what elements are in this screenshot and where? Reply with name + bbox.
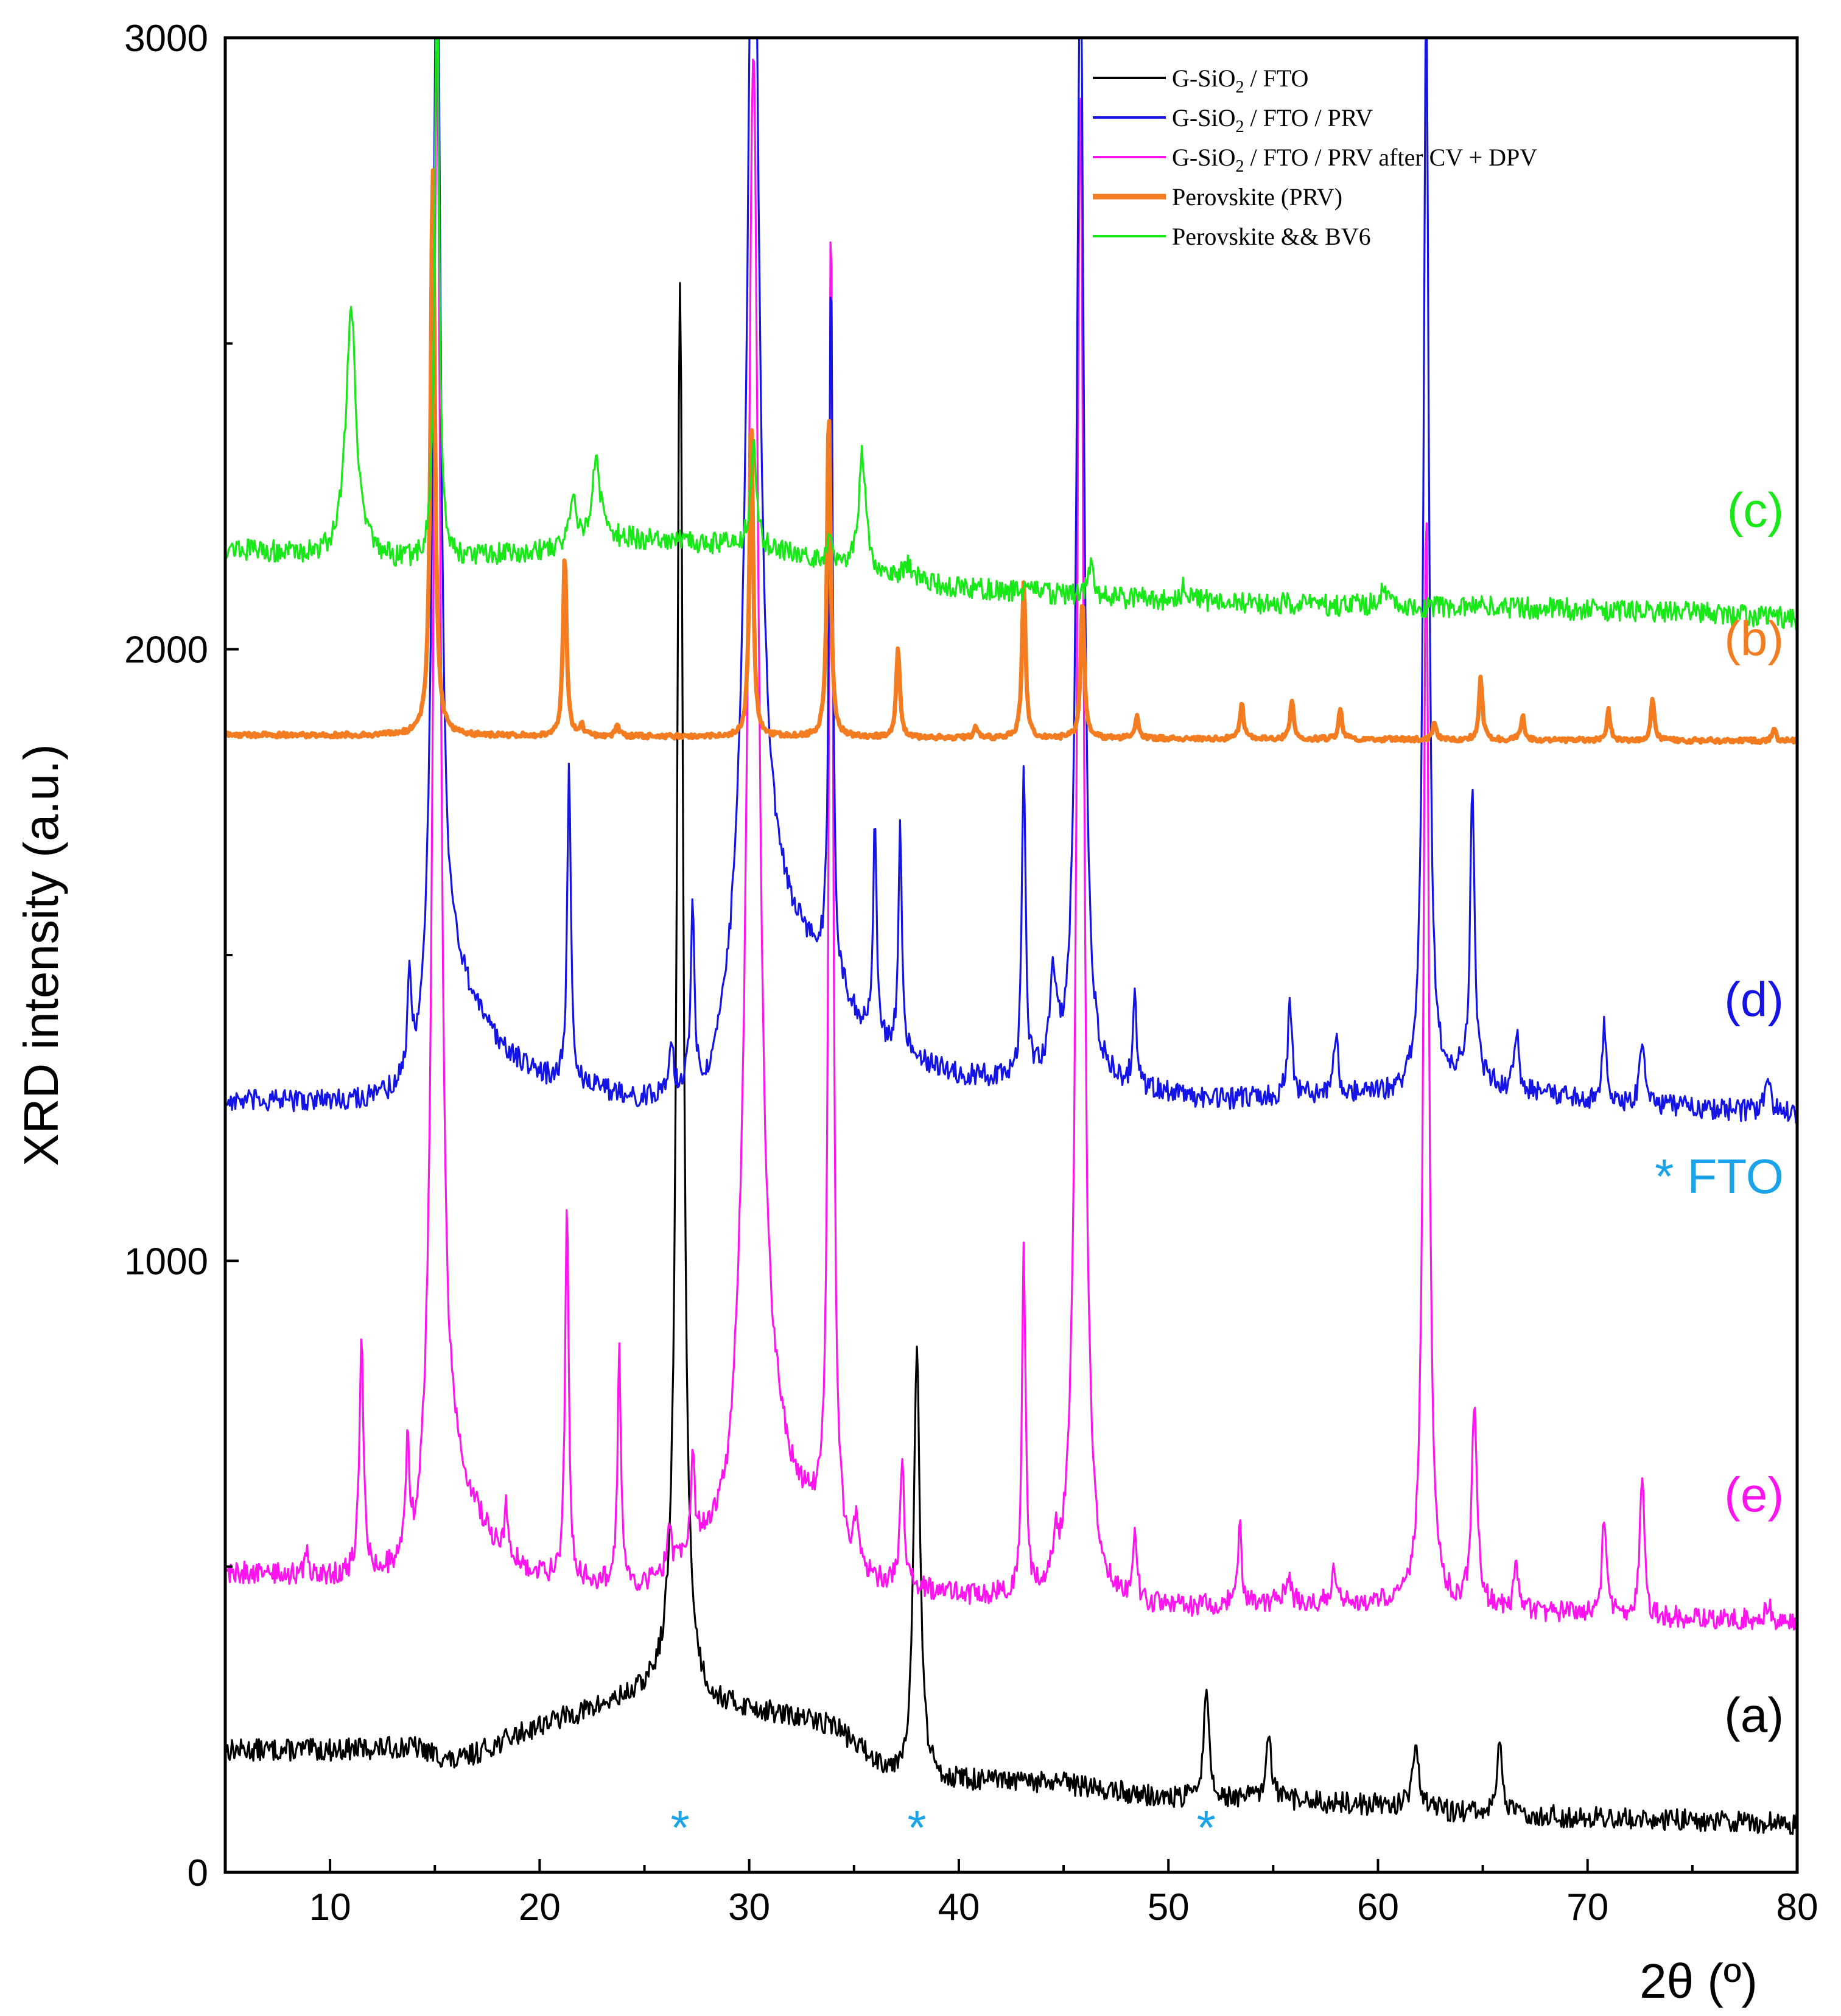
ticks-layer: 10 20 30 40 50 60 70 80 0 1000 2000 3000 xyxy=(124,18,1818,1928)
fto-markers-layer: * * * xyxy=(670,1801,1215,1855)
y-tick-label: 3000 xyxy=(124,18,208,60)
x-tick-label: 10 xyxy=(309,1886,351,1928)
y-tick-label: 1000 xyxy=(124,1241,208,1283)
curve-labels-layer: (a) (b) (c) (d) (e) xyxy=(1724,483,1784,1742)
curve-label-a: (a) xyxy=(1724,1688,1784,1742)
curve-label-c: (c) xyxy=(1727,483,1784,537)
y-axis-title: XRD intensity (a.u.) xyxy=(14,744,68,1166)
x-tick-label: 30 xyxy=(728,1886,770,1928)
curve-label-b: (b) xyxy=(1724,612,1784,666)
x-tick-label: 60 xyxy=(1357,1886,1399,1928)
legend-entry: G-SiO2 / FTO / PRV after CV + DPV xyxy=(1172,144,1537,176)
x-axis-title: 2θ (º) xyxy=(1639,1954,1758,2008)
x-tick-label: 20 xyxy=(519,1886,561,1928)
series-line-e xyxy=(225,50,1797,1631)
series-line-d xyxy=(225,38,1797,1124)
y-tick-label: 0 xyxy=(188,1852,208,1894)
x-tick-label: 70 xyxy=(1566,1886,1608,1928)
legend-entry: Perovskite (PRV) xyxy=(1172,183,1342,211)
curve-label-e: (e) xyxy=(1724,1468,1784,1522)
series-line-c xyxy=(225,38,1797,631)
curves-layer xyxy=(225,38,1797,1835)
legend-entry: G-SiO2 / FTO / PRV xyxy=(1172,104,1373,136)
x-tick-label: 40 xyxy=(938,1886,980,1928)
curve-label-d: (d) xyxy=(1724,972,1784,1026)
fto-marker: * xyxy=(908,1801,927,1855)
fto-annotation: * FTO xyxy=(1655,1149,1784,1203)
legend-entry: G-SiO2 / FTO xyxy=(1172,65,1308,97)
y-tick-label: 2000 xyxy=(124,629,208,671)
series-line-a xyxy=(225,282,1797,1835)
x-tick-label: 80 xyxy=(1776,1886,1818,1928)
fto-marker: * xyxy=(1197,1801,1216,1855)
series-line-b xyxy=(225,168,1797,746)
legend: G-SiO2 / FTO G-SiO2 / FTO / PRV G-SiO2 / F… xyxy=(1093,65,1537,250)
legend-entry: Perovskite && BV6 xyxy=(1172,223,1371,250)
fto-marker: * xyxy=(670,1801,689,1855)
x-tick-label: 50 xyxy=(1148,1886,1190,1928)
